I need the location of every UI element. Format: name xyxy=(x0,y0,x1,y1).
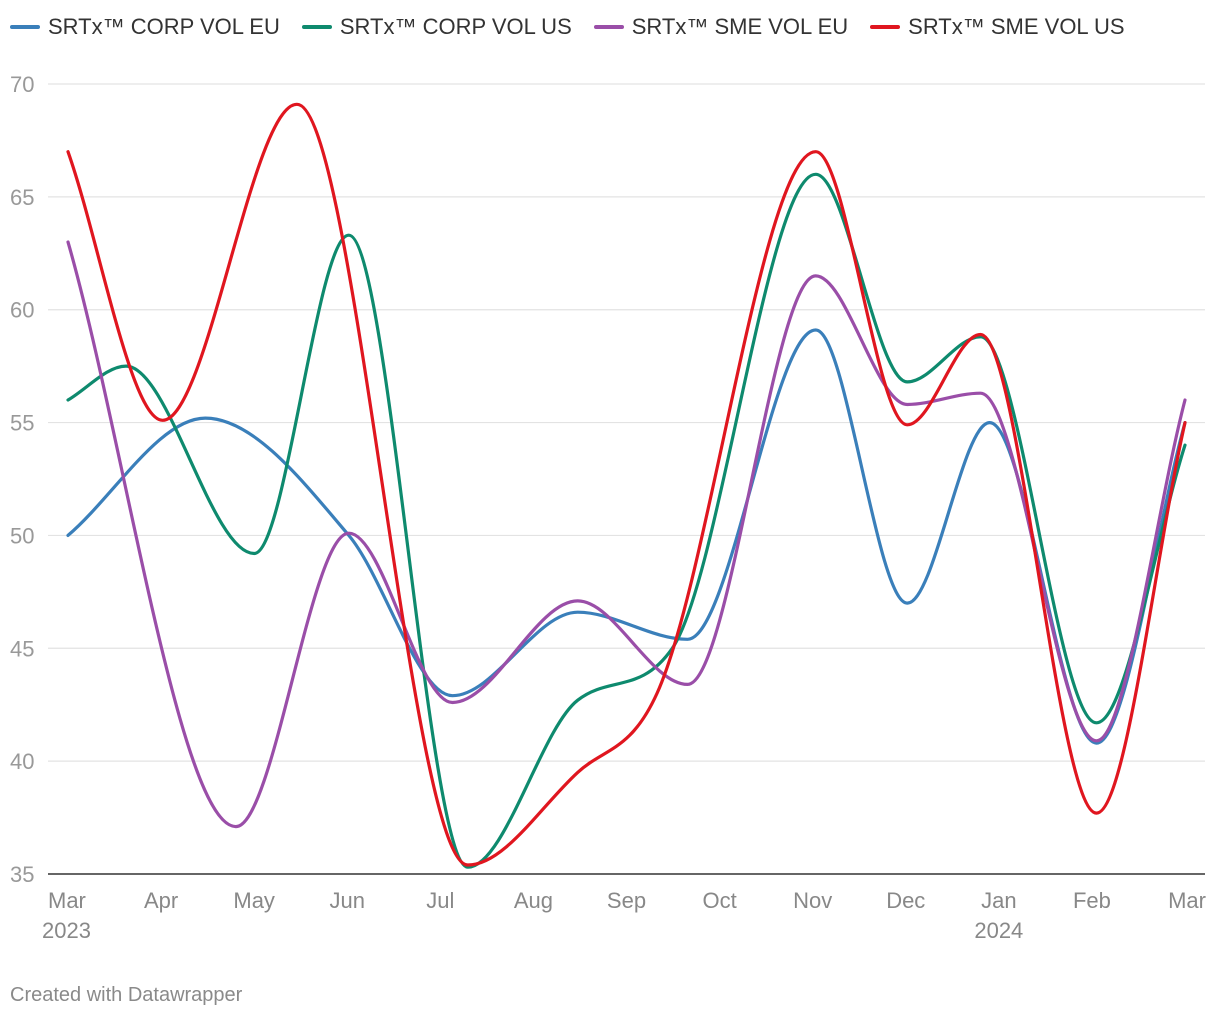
series-lines xyxy=(66,102,1187,869)
y-tick-label: 45 xyxy=(10,636,34,661)
series-line-2 xyxy=(66,172,1187,869)
x-tick-label: Dec xyxy=(886,888,925,913)
legend-swatch xyxy=(870,25,901,29)
x-tick-label: Jul xyxy=(426,888,454,913)
x-axis: Mar 2023 Apr May Jun Jul Aug Sep Oct Nov Dec Jan 202… xyxy=(42,888,1206,943)
y-axis: 35 40 45 50 55 60 65 70 xyxy=(10,72,34,887)
x-tick-label: Aug xyxy=(514,888,553,913)
legend-item: SRTx™ SME VOL EU xyxy=(593,14,849,40)
x-tick-label: Feb xyxy=(1073,888,1111,913)
legend-item: SRTx™ CORP VOL US xyxy=(301,14,572,40)
y-tick-label: 40 xyxy=(10,749,34,774)
legend-label: SRTx™ SME VOL US xyxy=(908,14,1125,39)
x-tick-label: Oct xyxy=(702,888,736,913)
x-tick-label: Apr xyxy=(144,888,178,913)
legend-label: SRTx™ CORP VOL EU xyxy=(48,14,280,39)
legend-swatch xyxy=(593,25,624,29)
legend-item: SRTx™ CORP VOL EU xyxy=(10,14,280,40)
legend-swatch xyxy=(301,25,332,29)
y-tick-label: 35 xyxy=(10,862,34,887)
grid-lines xyxy=(48,83,1205,875)
y-tick-label: 50 xyxy=(10,523,34,548)
x-tick-label: Jan xyxy=(981,888,1016,913)
series-line-3 xyxy=(66,240,1187,829)
chart-legend: SRTx™ CORP VOL EU SRTx™ CORP VOL US SRTx™ … xyxy=(10,14,1125,40)
x-tick-label: May xyxy=(233,888,275,913)
x-tick-label: Mar xyxy=(48,888,86,913)
legend-label: SRTx™ CORP VOL US xyxy=(339,14,572,39)
x-tick-label: Mar xyxy=(1168,888,1206,913)
credit-text: Created with Datawrapper xyxy=(10,984,243,1006)
legend-label: SRTx™ SME VOL EU xyxy=(631,14,849,39)
x-tick-label: Nov xyxy=(793,888,832,913)
y-tick-label: 70 xyxy=(10,72,34,97)
legend-swatch xyxy=(10,25,40,29)
series-line-4 xyxy=(66,102,1187,867)
x-tick-label: Jun xyxy=(330,888,365,913)
x-tick-label: Sep xyxy=(607,888,646,913)
y-tick-label: 65 xyxy=(10,185,34,210)
legend-item: SRTx™ SME VOL US xyxy=(870,14,1125,40)
y-tick-label: 55 xyxy=(10,411,34,436)
y-tick-label: 60 xyxy=(10,298,34,323)
x-tick-year: 2024 xyxy=(974,918,1023,943)
x-tick-year: 2023 xyxy=(42,918,91,943)
